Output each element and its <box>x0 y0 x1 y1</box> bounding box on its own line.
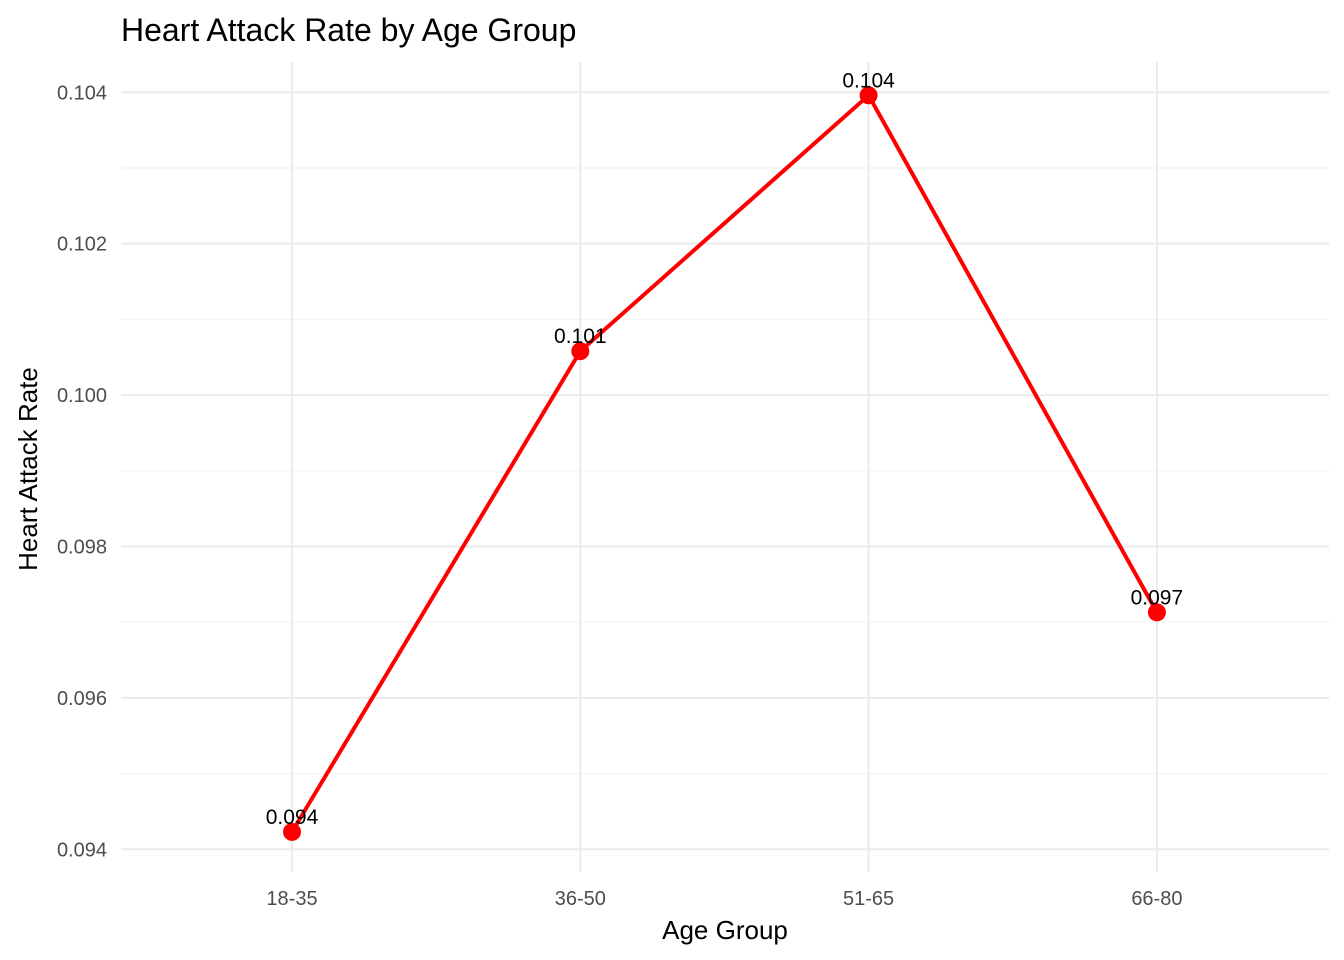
data-point <box>1147 603 1166 622</box>
data-label: 0.097 <box>1131 586 1184 609</box>
data-point <box>283 822 301 841</box>
x-tick-label: 36-50 <box>555 888 606 910</box>
y-tick-label: 0.100 <box>57 385 107 407</box>
data-labels: 0.094 0.101 0.104 0.097 <box>266 69 1183 829</box>
data-label: 0.094 <box>266 806 319 829</box>
y-tick-label: 0.104 <box>57 82 107 104</box>
y-tick-label: 0.102 <box>57 234 107 256</box>
grid <box>121 62 1329 872</box>
series <box>283 86 1166 841</box>
x-tick-label: 51-65 <box>843 888 894 910</box>
axis-ticks: 0.094 0.096 0.098 0.100 0.102 0.104 18-35 36-50… <box>57 82 1183 910</box>
x-axis-title: Age Group <box>662 915 788 945</box>
data-label: 0.101 <box>554 325 607 348</box>
y-tick-label: 0.096 <box>57 688 107 710</box>
y-tick-label: 0.094 <box>57 839 107 861</box>
x-tick-label: 66-80 <box>1131 888 1182 910</box>
series-line <box>290 93 1159 834</box>
chart-title: Heart Attack Rate by Age Group <box>121 12 576 48</box>
y-axis-title: Heart Attack Rate <box>13 367 43 571</box>
y-tick-label: 0.098 <box>57 536 107 558</box>
x-tick-label: 18-35 <box>266 888 317 910</box>
data-label: 0.104 <box>842 69 895 92</box>
data-point <box>859 86 878 105</box>
data-point <box>571 342 590 361</box>
